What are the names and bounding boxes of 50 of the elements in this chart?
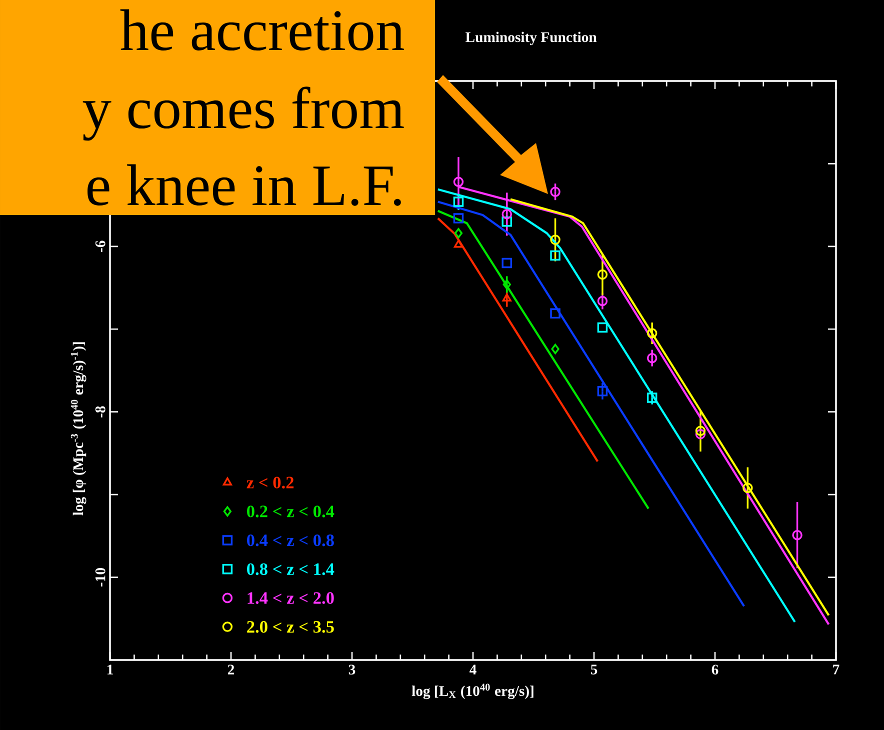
x-axis-title: log [L$_{X}$ (10$^{40}$ erg/s)] — [412, 684, 534, 700]
y-tick-label: -8 — [95, 406, 106, 418]
point — [695, 426, 706, 436]
point — [550, 186, 560, 197]
point — [695, 429, 706, 440]
point — [502, 293, 512, 302]
point — [550, 308, 560, 319]
point — [597, 322, 608, 333]
point — [454, 240, 464, 248]
point — [646, 328, 658, 338]
point — [551, 344, 560, 354]
x-tick-label: 6 — [712, 664, 718, 675]
x-tick-label: 2 — [228, 664, 234, 674]
point — [502, 258, 512, 268]
y-tick-label: -6 — [95, 240, 106, 252]
x-tick-label: 5 — [590, 664, 598, 674]
legend-label: 0.8 < z < 1.4 — [247, 563, 334, 576]
annotation: e knee in L.F. — [88, 164, 401, 206]
annotation: y comes from — [82, 86, 404, 141]
point — [453, 196, 464, 207]
legend-label: z < 0.2 — [246, 476, 294, 489]
point — [742, 482, 753, 494]
point — [646, 392, 658, 403]
line-series — [509, 198, 830, 616]
legend-label: 1.4 < z < 2.0 — [248, 592, 334, 604]
point — [502, 216, 512, 227]
point — [597, 386, 608, 396]
text: he accretion — [120, 9, 404, 51]
point — [502, 279, 511, 290]
point — [646, 352, 658, 364]
point — [454, 228, 463, 238]
chart-title: Luminosity Function — [466, 32, 597, 46]
y-tick-label: -10 — [95, 568, 106, 587]
x-tick-label: 3 — [348, 664, 356, 675]
legend-label: 2.0 < z < 3.5 — [247, 621, 334, 633]
x-tick-label: 1 — [108, 664, 113, 674]
point — [597, 296, 608, 306]
point — [453, 176, 464, 188]
point — [550, 234, 560, 245]
line-series — [436, 200, 746, 608]
point — [792, 530, 802, 540]
point — [597, 269, 608, 280]
point — [453, 213, 464, 224]
y-axis-title: log [φ (Mpc$^{-3}$ (10$^{40}$ erg/s)$^{-1}$)] — [70, 342, 86, 516]
x-tick-label: 7 — [833, 664, 840, 674]
legend-label: 0.2 < z < 0.4 — [247, 506, 334, 518]
point — [550, 250, 560, 261]
x-tick-label: 4 — [470, 664, 476, 674]
point — [502, 209, 512, 220]
legend-label: 0.4 < z < 0.8 — [247, 534, 334, 546]
